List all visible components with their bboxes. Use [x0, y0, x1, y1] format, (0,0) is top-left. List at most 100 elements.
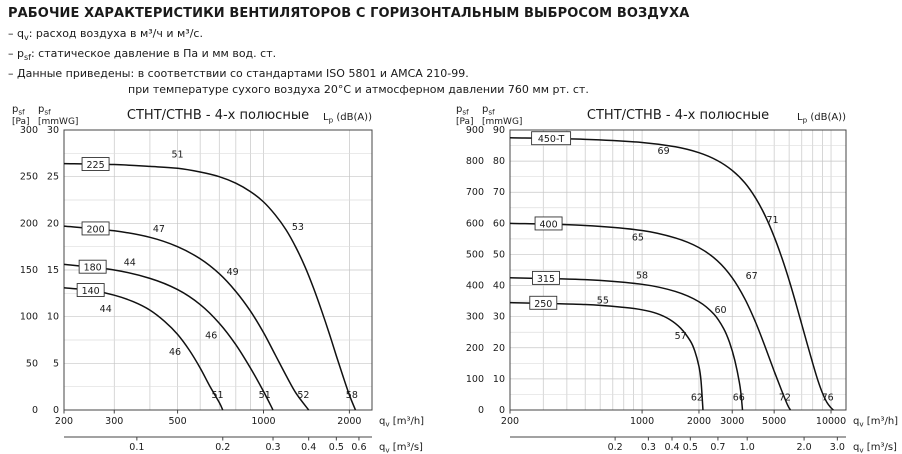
- y-tick-mmwg: 10: [493, 374, 505, 385]
- x2-tick: 3.0: [830, 442, 845, 453]
- model-badge-label: 400: [540, 220, 558, 231]
- y-tick-mmwg: 70: [493, 188, 505, 199]
- x-axis-label: qv [m³/h]: [379, 416, 424, 429]
- x-tick: 2000: [687, 416, 711, 427]
- db-label: 51: [211, 390, 223, 401]
- db-label: 60: [714, 305, 726, 316]
- page-title: РАБОЧИЕ ХАРАКТЕРИСТИКИ ВЕНТИЛЯТОРОВ С ГО…: [8, 6, 690, 21]
- x-tick: 10000: [816, 416, 846, 427]
- db-label: 46: [169, 348, 181, 359]
- db-label: 51: [259, 390, 271, 401]
- note-line: при температуре сухого воздуха 20°С и ат…: [128, 83, 589, 97]
- y-tick-pa: 150: [20, 265, 38, 276]
- model-badge-label: 315: [537, 274, 555, 285]
- y-tick-mmwg: 60: [493, 219, 505, 230]
- lp-units-label: Lp (dB(A)): [797, 112, 846, 125]
- x2-tick: 0.6: [351, 442, 366, 453]
- db-label: 44: [124, 258, 136, 269]
- chart-title: СТНТ/СТНВ - 4-х полюсные: [587, 108, 769, 123]
- x2-tick: 2.0: [797, 442, 812, 453]
- model-badge-label: 225: [86, 160, 104, 171]
- charts-row: СТНТ/СТНВ - 4-х полюсные Lp (dB(A)) psf [Pa…: [8, 100, 898, 454]
- y-tick-pa: 300: [20, 125, 38, 136]
- x-tick: 2000: [337, 416, 361, 427]
- model-badge: [76, 283, 105, 298]
- x2-axis-label: qv [m³/s]: [379, 442, 423, 454]
- grid: [510, 130, 846, 411]
- plot-border: [63, 129, 373, 411]
- db-label: 51: [172, 150, 184, 161]
- y-axis-name-mmwg: psf: [482, 104, 495, 117]
- performance-chart-large-models: СТНТ/СТНВ - 4-х полюсные Lp (dB(A))psf[Pa…: [456, 104, 898, 454]
- y-tick-mmwg: 0: [499, 405, 505, 416]
- db-label: 58: [346, 390, 358, 401]
- chart-panel-small-models: СТНТ/СТНВ - 4-х полюсные Lp (dB(A)) psf [Pa…: [8, 100, 452, 454]
- model-badge-label: 180: [84, 263, 102, 274]
- db-label: 58: [636, 271, 648, 282]
- db-label: 69: [658, 147, 670, 158]
- y-tick-pa: 100: [466, 374, 484, 385]
- curve-180: [63, 264, 274, 411]
- x2-tick: 0.3: [265, 442, 280, 453]
- db-label: 46: [205, 331, 217, 342]
- notes-list: – qv: расход воздуха в м³/ч и м³/с. – psf…: [8, 26, 898, 98]
- y-axis-unit-mmwg: [mmWG]: [482, 117, 522, 127]
- db-label: 71: [766, 216, 778, 227]
- y-tick-pa: 600: [466, 219, 484, 230]
- model-badge: [532, 271, 560, 286]
- curve-250: [509, 302, 704, 411]
- y-tick-pa: 200: [466, 343, 484, 354]
- y-tick-mmwg: 10: [47, 312, 59, 323]
- y-tick-pa: 300: [466, 312, 484, 323]
- curve-315: [509, 277, 744, 411]
- x2-tick: 0.2: [215, 442, 230, 453]
- y-tick-mmwg: 0: [53, 405, 59, 416]
- y-tick-mmwg: 25: [47, 172, 59, 183]
- chart-panel-large-models: СТНТ/СТНВ - 4-х полюсные Lp (dB(A)) psf [Pa…: [452, 100, 898, 454]
- y-tick-pa: 0: [478, 405, 484, 416]
- chart-title: СТНТ/СТНВ - 4-х полюсные: [127, 108, 309, 123]
- y-tick-pa: 50: [26, 359, 38, 370]
- y-axis-name-pa: psf: [456, 104, 469, 117]
- db-label: 72: [779, 393, 791, 404]
- y-axis-unit-pa: [Pa]: [456, 117, 474, 127]
- db-label: 44: [100, 305, 112, 316]
- plot-border: [509, 129, 847, 411]
- db-label: 49: [227, 267, 239, 278]
- curve-400: [509, 222, 792, 411]
- x-tick: 200: [55, 416, 73, 427]
- x-tick: 5000: [762, 416, 786, 427]
- y-tick-pa: 0: [32, 405, 38, 416]
- model-badge: [534, 216, 563, 231]
- y-axis-unit-mmwg: [mmWG]: [38, 117, 78, 127]
- x2-tick: 0.4: [664, 442, 679, 453]
- y-tick-mmwg: 80: [493, 156, 505, 167]
- x2-tick: 1.0: [740, 442, 755, 453]
- x2-tick: 0.4: [301, 442, 316, 453]
- y-tick-mmwg: 5: [53, 359, 59, 370]
- model-badge: [529, 296, 558, 311]
- x2-tick: 0.3: [641, 442, 656, 453]
- x-tick: 3000: [720, 416, 744, 427]
- db-label: 62: [691, 393, 703, 404]
- grid: [64, 130, 372, 411]
- y-tick-pa: 100: [20, 312, 38, 323]
- y-tick-mmwg: 20: [47, 219, 59, 230]
- x2-tick: 0.5: [683, 442, 698, 453]
- y-axis-name-pa: psf: [12, 104, 25, 117]
- y-tick-pa: 250: [20, 172, 38, 183]
- y-tick-pa: 700: [466, 188, 484, 199]
- y-tick-pa: 400: [466, 281, 484, 292]
- db-label: 55: [597, 296, 609, 307]
- model-badge: [81, 157, 110, 172]
- y-tick-pa: 200: [20, 219, 38, 230]
- x2-tick: 0.1: [129, 442, 144, 453]
- y-tick-mmwg: 90: [493, 125, 505, 136]
- curve-225: [63, 163, 357, 411]
- y-tick-mmwg: 50: [493, 250, 505, 261]
- x-tick: 200: [501, 416, 519, 427]
- db-label: 53: [292, 222, 304, 233]
- model-badge: [531, 131, 572, 146]
- y-tick-mmwg: 15: [47, 265, 59, 276]
